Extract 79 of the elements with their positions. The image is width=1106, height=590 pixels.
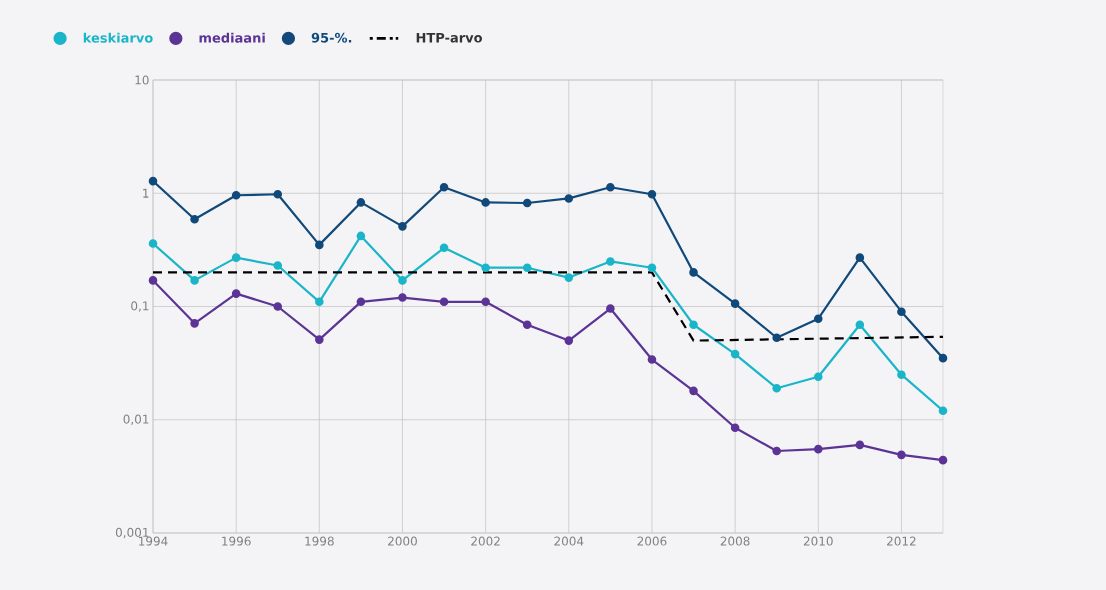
point	[481, 198, 490, 207]
point	[190, 276, 199, 285]
point	[315, 240, 324, 250]
point	[564, 194, 574, 203]
point	[148, 276, 158, 285]
point	[897, 450, 906, 460]
point	[689, 386, 698, 396]
point	[356, 297, 366, 307]
point	[148, 239, 158, 248]
x-tick-label: 2004	[554, 536, 584, 546]
x-tick-label: 2006	[637, 536, 667, 546]
x-tick-label: 2010	[803, 536, 833, 546]
point	[439, 243, 449, 253]
point	[689, 320, 698, 330]
point	[606, 257, 615, 266]
point	[606, 304, 615, 313]
y-tick-label: 10	[135, 75, 149, 85]
y-tick-label: 0,001	[115, 527, 149, 539]
point	[273, 302, 283, 311]
point	[481, 263, 490, 273]
point	[813, 372, 823, 381]
point	[689, 268, 698, 277]
point	[231, 253, 241, 262]
point	[647, 355, 657, 364]
legend-label: HTP-arvo	[416, 32, 482, 43]
point	[855, 253, 865, 262]
point	[522, 198, 532, 208]
point	[398, 293, 407, 302]
point	[772, 333, 781, 343]
point	[730, 423, 740, 433]
point	[273, 189, 283, 199]
x-tick-label: 2008	[720, 536, 750, 546]
point	[730, 349, 740, 359]
point	[772, 383, 781, 393]
point	[398, 222, 407, 231]
y-tick-label: 1	[143, 188, 149, 198]
point	[647, 189, 657, 199]
point	[813, 444, 823, 454]
point	[190, 319, 199, 328]
point	[315, 297, 324, 307]
legend-label: keskiarvo	[83, 32, 153, 43]
x-tick-label: 2002	[471, 536, 500, 546]
x-tick-label: 2000	[388, 536, 417, 546]
point	[897, 370, 906, 379]
point	[855, 440, 865, 450]
legend-label: 95-%.	[311, 32, 352, 43]
x-tick-label: 2012	[887, 536, 916, 546]
point	[398, 276, 407, 285]
x-tick-label: 1996	[222, 536, 251, 546]
y-tick-label: 0,1	[131, 301, 149, 312]
point	[564, 336, 574, 345]
point	[231, 190, 241, 200]
point	[647, 263, 657, 273]
point	[356, 198, 366, 207]
point	[938, 353, 948, 363]
point	[439, 297, 449, 307]
point	[190, 214, 199, 224]
x-tick-label: 1994	[139, 536, 168, 546]
point	[522, 320, 532, 330]
point	[772, 446, 781, 456]
point	[813, 314, 823, 324]
point	[730, 299, 740, 308]
point	[938, 455, 948, 465]
point	[439, 182, 449, 192]
point	[315, 335, 324, 344]
point	[481, 297, 490, 307]
point	[273, 261, 283, 270]
point	[897, 307, 906, 316]
y-tick-label: 0,01	[123, 414, 149, 425]
point	[522, 263, 532, 273]
legend-label: mediaani	[199, 32, 265, 43]
point	[231, 289, 241, 298]
point	[606, 182, 615, 192]
point	[855, 320, 865, 330]
point	[356, 231, 366, 241]
point	[938, 406, 948, 416]
x-tick-label: 1998	[305, 536, 334, 546]
point	[148, 176, 158, 186]
point	[564, 273, 574, 282]
